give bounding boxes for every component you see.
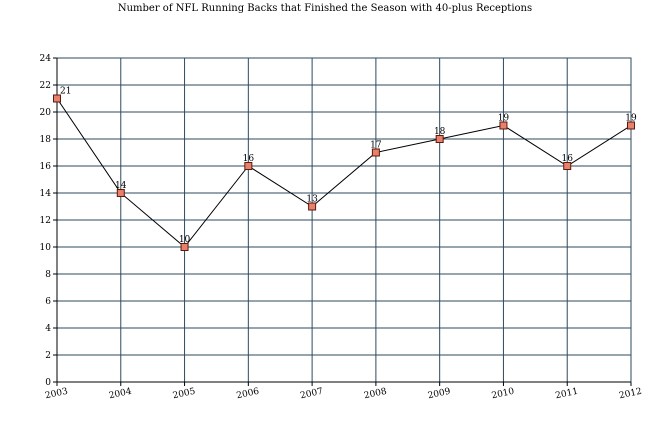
x-tick-label: 2011 xyxy=(555,387,579,402)
y-tick-label: 16 xyxy=(40,162,52,172)
y-tick-label: 22 xyxy=(40,81,51,91)
y-tick-label: 24 xyxy=(40,54,52,64)
data-markers xyxy=(53,94,635,251)
axes xyxy=(53,57,632,386)
y-tick-label: 8 xyxy=(45,270,51,280)
data-label: 14 xyxy=(115,181,127,191)
data-point xyxy=(180,243,189,251)
data-label: 13 xyxy=(306,195,318,205)
x-tick-label: 2012 xyxy=(618,387,642,402)
x-tick-label: 2010 xyxy=(491,387,516,402)
series-line xyxy=(56,98,632,248)
y-tick-label: 2 xyxy=(45,351,51,361)
data-label: 21 xyxy=(60,87,71,97)
data-point xyxy=(371,148,380,157)
data-label: 19 xyxy=(625,114,637,124)
data-label: 16 xyxy=(243,154,255,164)
y-tick-label: 12 xyxy=(40,216,51,226)
data-labels: 21 14 10 16 13 17 18 19 16 19 xyxy=(60,87,637,246)
x-tick-label: 2009 xyxy=(427,387,452,402)
data-label: 19 xyxy=(498,114,510,124)
data-point xyxy=(627,121,635,130)
x-tick-label: 2008 xyxy=(363,387,388,402)
data-label: 16 xyxy=(561,154,573,164)
series-line xyxy=(56,98,632,248)
y-tick-label: 4 xyxy=(45,324,51,334)
y-tick-label: 10 xyxy=(40,243,52,253)
x-tick-label: 2005 xyxy=(172,387,197,402)
data-label: 17 xyxy=(370,141,382,151)
data-point xyxy=(308,202,317,211)
data-label: 18 xyxy=(434,127,446,137)
data-point xyxy=(244,162,253,170)
chart-title: Number of NFL Running Backs that Finishe… xyxy=(117,3,533,14)
y-tick-label: 0 xyxy=(45,378,51,388)
y-tick-label: 14 xyxy=(40,189,52,199)
x-tick-label: 2004 xyxy=(108,387,133,402)
data-label: 10 xyxy=(179,235,191,245)
x-tick-label: 2007 xyxy=(299,387,324,402)
data-point xyxy=(53,94,61,103)
data-point xyxy=(435,135,444,143)
y-tick-label: 18 xyxy=(40,135,52,145)
grid-lines xyxy=(56,57,632,383)
data-point xyxy=(499,121,508,130)
data-point xyxy=(116,189,125,197)
y-tick-label: 20 xyxy=(40,108,52,118)
x-tick-label: 2006 xyxy=(236,387,261,402)
y-tick-label: 6 xyxy=(45,297,51,307)
data-point xyxy=(563,162,572,170)
x-tick-label: 2003 xyxy=(44,387,69,402)
